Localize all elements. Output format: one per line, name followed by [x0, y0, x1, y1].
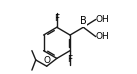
Text: OH: OH — [96, 32, 109, 41]
Text: F: F — [54, 14, 59, 23]
Text: B: B — [80, 17, 87, 26]
Text: OH: OH — [96, 15, 109, 24]
Text: O: O — [44, 56, 51, 65]
Text: F: F — [68, 55, 73, 64]
